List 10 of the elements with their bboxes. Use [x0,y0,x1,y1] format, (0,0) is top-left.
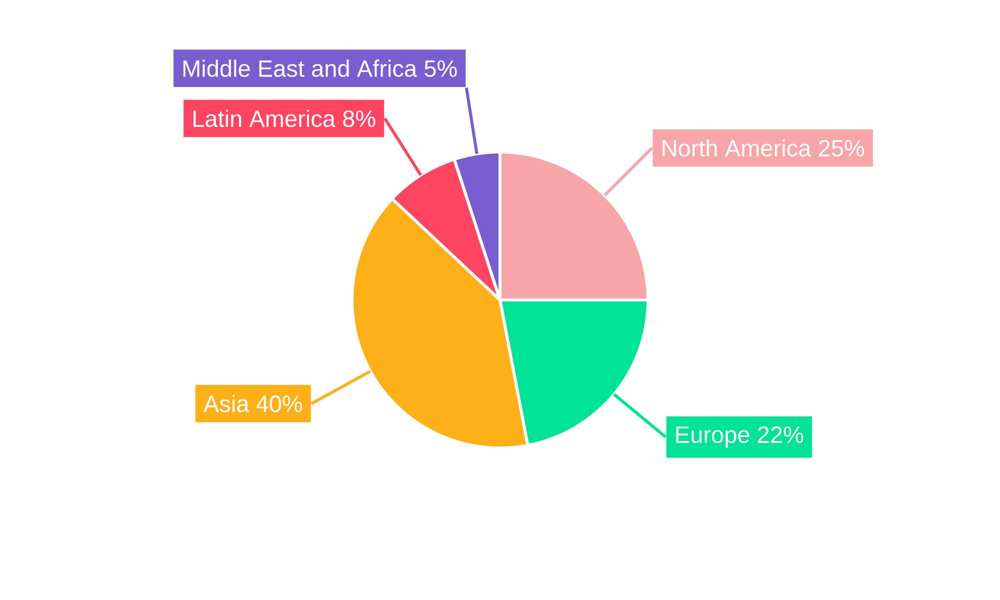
data-label: 22% [758,426,804,443]
slice-label: Latin America [194,110,336,128]
data-label: 5% [424,60,457,77]
slice-label: Middle East and Africa [183,60,418,77]
data-label: 40% [256,396,302,412]
slice-label: Europe [676,426,750,448]
data-label: 8% [343,110,376,128]
slice-label: Asia [203,394,250,412]
data-label: 25% [818,140,864,157]
slice-label: North America [662,139,812,157]
